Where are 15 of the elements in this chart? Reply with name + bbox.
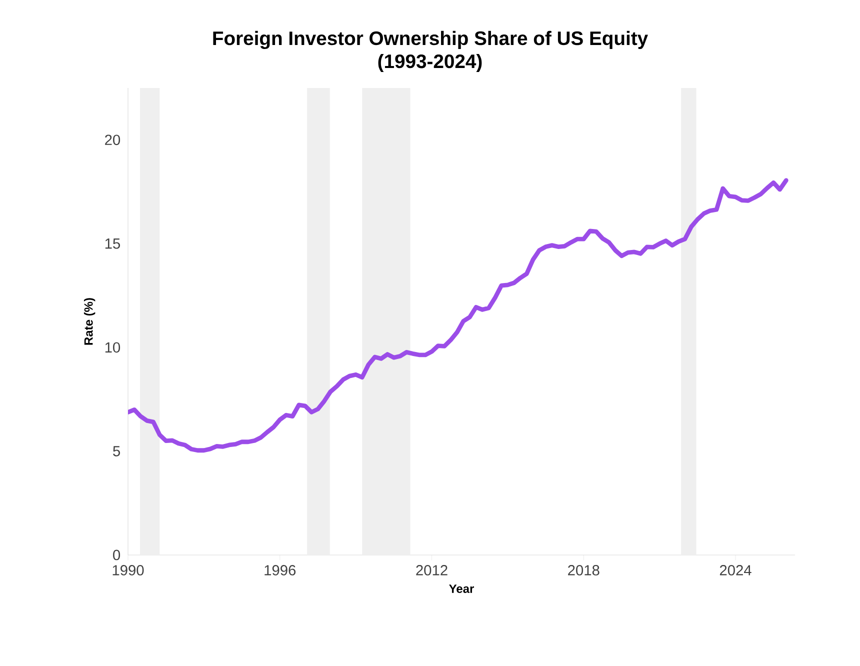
- chart-title: Foreign Investor Ownership Share of US Equity: [213, 30, 648, 50]
- x-tick-label: 2012: [416, 565, 448, 576]
- y-tick-label: 15: [105, 238, 120, 249]
- x-axis-title: Year: [449, 584, 474, 593]
- y-tick-label: 10: [105, 342, 120, 353]
- x-tick-label: 2024: [720, 565, 752, 576]
- y-tick-label: 0: [113, 550, 120, 560]
- y-tick-label: 5: [113, 446, 120, 456]
- chart-subtitle: (1993-2024): [378, 54, 482, 72]
- y-axis-title: Rate (%): [84, 298, 96, 345]
- x-tick-label: 1990: [112, 565, 144, 576]
- y-tick-label: 20: [105, 134, 120, 146]
- line-series: [128, 178, 788, 453]
- x-tick-label: 2018: [568, 565, 600, 576]
- x-tick-label: 1996: [264, 565, 296, 576]
